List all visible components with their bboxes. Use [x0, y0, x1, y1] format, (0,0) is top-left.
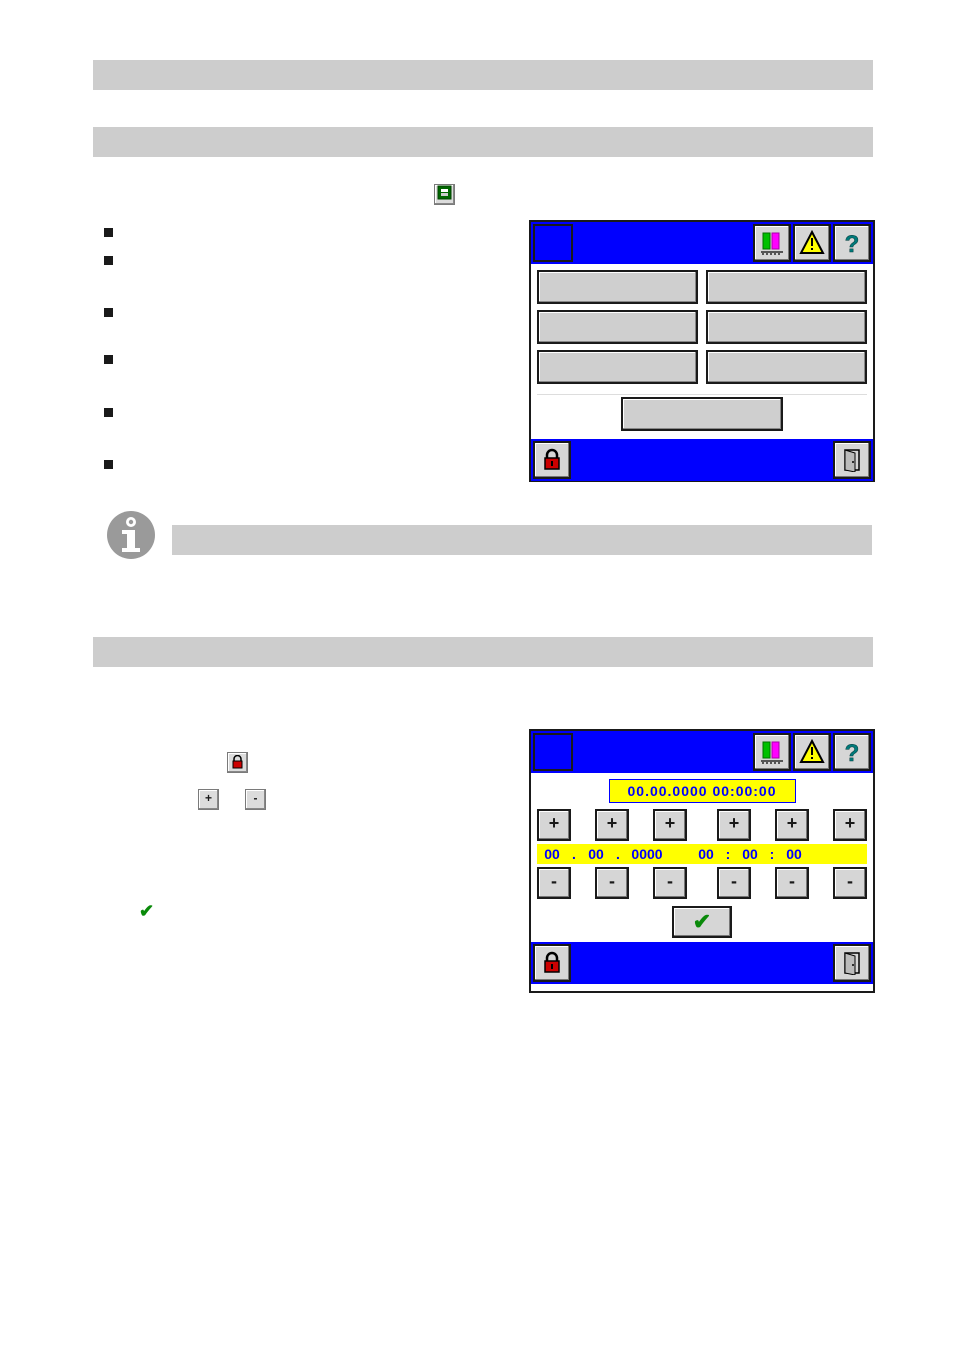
second-minus-button[interactable]: -: [833, 867, 867, 899]
svg-text:?: ?: [845, 740, 860, 765]
check-icon: ✔: [693, 909, 711, 935]
hmi-panel-settings: ?: [529, 220, 875, 482]
section-bar-2: [93, 127, 873, 157]
setting-button-4[interactable]: [706, 310, 867, 344]
bullet-3: [104, 308, 113, 317]
day-value: 00: [537, 846, 567, 862]
setting-button-6[interactable]: [706, 350, 867, 384]
io-bars-icon: [759, 230, 785, 256]
panel1-grid: [537, 270, 867, 384]
inline-check-icon: ✔: [139, 904, 157, 919]
door-icon: [841, 448, 863, 472]
lock-icon: [541, 951, 563, 975]
warning-icon: [799, 739, 825, 765]
hmi-panel-datetime: ? 00.00.0000 00:00:00 + + + + + +: [529, 729, 875, 993]
help-button-2[interactable]: ?: [833, 733, 871, 771]
lock-button[interactable]: [533, 441, 571, 479]
plus-row: + + + + + +: [537, 809, 867, 841]
panel2-titlebar: ?: [531, 731, 873, 773]
bullet-6: [104, 460, 113, 469]
exit-button-2[interactable]: [833, 944, 871, 982]
setting-button-5[interactable]: [537, 350, 698, 384]
info-bar: [172, 525, 872, 555]
lock-button-2[interactable]: [533, 944, 571, 982]
section-bar-1: [93, 60, 873, 90]
time-sep-2: :: [765, 846, 779, 862]
date-sep-1: .: [567, 846, 581, 862]
month-plus-button[interactable]: +: [595, 809, 629, 841]
year-plus-button[interactable]: +: [653, 809, 687, 841]
setting-button-3[interactable]: [537, 310, 698, 344]
day-minus-button[interactable]: -: [537, 867, 571, 899]
year-value: 0000: [625, 846, 669, 862]
inline-minus-button[interactable]: -: [245, 789, 266, 810]
date-sep-2: .: [611, 846, 625, 862]
bullet-1: [104, 228, 113, 237]
panel1-footer: [531, 439, 873, 481]
month-minus-button[interactable]: -: [595, 867, 629, 899]
lock-icon: [541, 448, 563, 472]
minute-value: 00: [735, 846, 765, 862]
minus-row: - - - - - -: [537, 867, 867, 899]
panel2-body: 00.00.0000 00:00:00 + + + + + + 00 . 00: [531, 773, 873, 942]
datetime-value-row: 00 . 00 . 0000 00 : 00 : 00: [537, 844, 867, 864]
door-icon: [841, 951, 863, 975]
bullet-2: [104, 256, 113, 265]
panel1-title-icon: [533, 224, 573, 262]
panel2-title-icon: [533, 733, 573, 771]
setting-button-1[interactable]: [537, 270, 698, 304]
hour-value: 00: [691, 846, 721, 862]
setting-button-2[interactable]: [706, 270, 867, 304]
second-plus-button[interactable]: +: [833, 809, 867, 841]
warning-icon: [799, 230, 825, 256]
hour-minus-button[interactable]: -: [717, 867, 751, 899]
io-status-button[interactable]: [753, 224, 791, 262]
warning-button-2[interactable]: [793, 733, 831, 771]
svg-text:?: ?: [845, 231, 860, 256]
exit-button[interactable]: [833, 441, 871, 479]
minute-plus-button[interactable]: +: [775, 809, 809, 841]
panel1-body: [531, 264, 873, 439]
bullet-4: [104, 355, 113, 364]
info-icon: [107, 511, 155, 559]
settings-icon[interactable]: [434, 184, 455, 205]
day-plus-button[interactable]: +: [537, 809, 571, 841]
help-icon: ?: [839, 739, 865, 765]
time-sep-1: :: [721, 846, 735, 862]
year-minus-button[interactable]: -: [653, 867, 687, 899]
month-value: 00: [581, 846, 611, 862]
panel2-footer: [531, 942, 873, 984]
confirm-button[interactable]: ✔: [672, 906, 732, 938]
info-glyph: [107, 511, 155, 559]
io-bars-icon: [759, 739, 785, 765]
panel1-titlebar: ?: [531, 222, 873, 264]
settings-glyph: [437, 185, 452, 200]
panel1-wide-row: [537, 394, 867, 433]
io-status-button-2[interactable]: [753, 733, 791, 771]
setting-button-7[interactable]: [621, 397, 783, 431]
section-bar-3: [93, 637, 873, 667]
page-root: ?: [0, 0, 954, 1351]
inline-plus-button[interactable]: +: [198, 789, 219, 810]
minute-minus-button[interactable]: -: [775, 867, 809, 899]
inline-lock-icon[interactable]: [227, 752, 248, 773]
warning-button[interactable]: [793, 224, 831, 262]
hour-plus-button[interactable]: +: [717, 809, 751, 841]
help-icon: ?: [839, 230, 865, 256]
help-button[interactable]: ?: [833, 224, 871, 262]
bullet-5: [104, 408, 113, 417]
second-value: 00: [779, 846, 809, 862]
datetime-display: 00.00.0000 00:00:00: [609, 779, 796, 803]
